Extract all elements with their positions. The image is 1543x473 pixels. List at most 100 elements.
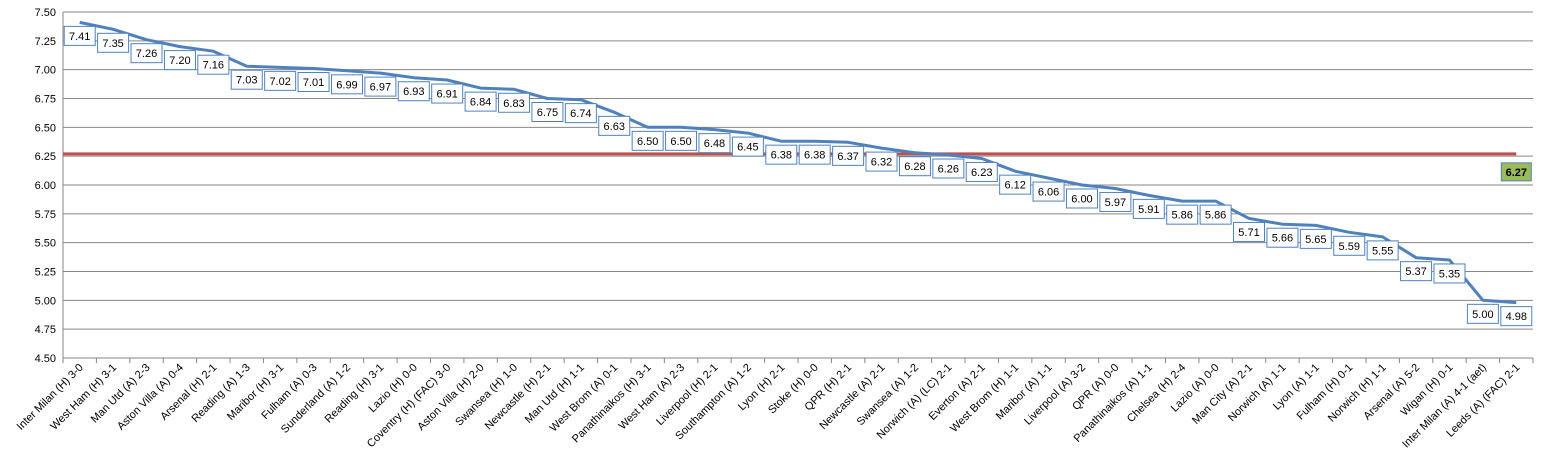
data-label-box (1065, 188, 1098, 209)
data-label: 5.86 (1171, 210, 1192, 222)
data-label-box (832, 145, 865, 166)
data-label-box (965, 161, 998, 182)
data-label: 7.02 (269, 76, 290, 88)
y-tick-label: 4.75 (35, 324, 56, 336)
average-label-box (1500, 162, 1532, 182)
data-label-box (264, 70, 297, 91)
data-label-box (63, 25, 96, 46)
y-tick-label: 5.25 (35, 267, 56, 279)
x-tick-label: Man Utd (A) 2-3 (89, 362, 153, 426)
data-label-box (1333, 235, 1366, 256)
data-label: 6.50 (637, 136, 658, 148)
data-label-box (1099, 191, 1132, 212)
x-tick-label: Reading (A) 1-3 (189, 362, 252, 425)
data-label: 7.26 (136, 48, 157, 60)
data-label-box (665, 130, 698, 151)
data-label: 6.06 (1038, 187, 1059, 199)
data-label: 6.84 (470, 97, 491, 109)
data-label-box (1433, 263, 1466, 284)
x-tick-label: Norwich (A) 1-1 (1226, 362, 1289, 425)
y-tick-label: 6.75 (35, 94, 56, 106)
data-label-box (364, 76, 397, 97)
data-label-box (498, 92, 531, 113)
data-label-box (898, 156, 931, 177)
data-label: 6.50 (670, 136, 691, 148)
data-label: 7.03 (236, 75, 257, 87)
data-label-box (1366, 240, 1399, 261)
data-label-box (631, 130, 664, 151)
data-label-box (1132, 198, 1165, 219)
y-tick-label: 6.25 (35, 151, 56, 163)
x-tick-label: Liverpool (A) 3-2 (1022, 362, 1088, 428)
data-label-box (197, 54, 230, 75)
data-label: 6.93 (403, 86, 424, 98)
data-label: 6.28 (904, 161, 925, 173)
data-labels: 7.41 7.35 7.26 7.20 7.16 7.03 7.02 7.01 6.99 6.97… (63, 25, 1533, 327)
data-label: 6.48 (704, 138, 725, 150)
data-label-box (1166, 204, 1199, 225)
data-label-box (330, 74, 363, 95)
data-label: 7.16 (203, 60, 224, 72)
data-label-box (1199, 204, 1232, 225)
data-label-box (1299, 228, 1332, 249)
data-label-box (163, 50, 196, 71)
y-tick-label: 5.00 (35, 295, 56, 307)
y-axis: 4.50 4.75 5.00 5.25 5.50 5.75 6.00 6.25 6.50 6.75… (35, 7, 64, 365)
data-label: 5.66 (1272, 233, 1293, 245)
data-label-box (731, 136, 764, 157)
data-label-box (1032, 181, 1065, 202)
data-label: 5.00 (1472, 309, 1493, 321)
data-label-box (1400, 261, 1433, 282)
data-label-box (564, 103, 597, 124)
data-label-box (97, 32, 130, 53)
data-label-box (932, 158, 965, 179)
y-tick-label: 7.50 (35, 7, 56, 19)
data-label: 5.71 (1238, 227, 1259, 239)
gridlines (63, 11, 1533, 359)
data-label: 6.83 (503, 98, 524, 110)
y-tick-label: 5.75 (35, 209, 56, 221)
data-label-box (531, 102, 564, 122)
rating-series-line (79, 20, 1517, 305)
y-tick-label: 4.50 (35, 353, 56, 365)
x-tick-label: Man City (A) 2-1 (1190, 362, 1255, 427)
data-label: 5.65 (1305, 234, 1326, 246)
y-tick-label: 5.50 (35, 238, 56, 250)
data-label-box (798, 144, 831, 165)
data-label-box (130, 43, 163, 64)
data-label: 6.38 (771, 150, 792, 162)
y-tick-label: 6.50 (35, 122, 56, 134)
data-label-box (230, 69, 263, 90)
data-label-box (598, 115, 631, 136)
data-label-box (698, 133, 731, 154)
data-label: 7.20 (169, 55, 190, 67)
data-label: 6.45 (737, 142, 758, 154)
data-label: 5.97 (1105, 197, 1126, 209)
data-label-box (297, 72, 330, 93)
x-tick-label: Chelsea (H) 2-4 (1125, 362, 1188, 425)
data-label-box (464, 91, 497, 112)
data-label: 6.37 (837, 151, 858, 163)
data-label: 5.55 (1372, 245, 1393, 257)
data-label: 6.74 (570, 108, 591, 120)
x-tick-label: Swansea (H) 1-0 (453, 362, 520, 429)
x-tick-label: Man Utd (H) 1-1 (523, 362, 587, 426)
x-tick-label: Reading (H) 3-1 (323, 362, 387, 426)
data-label-box (1233, 221, 1266, 242)
data-label: 6.12 (1004, 180, 1025, 192)
average-label: 6.27 (1506, 167, 1527, 179)
data-label: 6.00 (1071, 194, 1092, 206)
data-label: 5.91 (1138, 204, 1159, 216)
data-label-box (1466, 303, 1499, 324)
data-label: 6.26 (938, 164, 959, 176)
data-label-box (431, 83, 464, 104)
data-label-box (999, 174, 1032, 195)
data-label: 6.99 (336, 79, 357, 91)
data-label: 6.97 (370, 82, 391, 94)
y-tick-label: 7.00 (35, 65, 56, 77)
data-label-box (397, 81, 430, 102)
data-label: 6.63 (604, 121, 625, 133)
data-label: 5.86 (1205, 210, 1226, 222)
data-label: 5.37 (1405, 266, 1426, 278)
